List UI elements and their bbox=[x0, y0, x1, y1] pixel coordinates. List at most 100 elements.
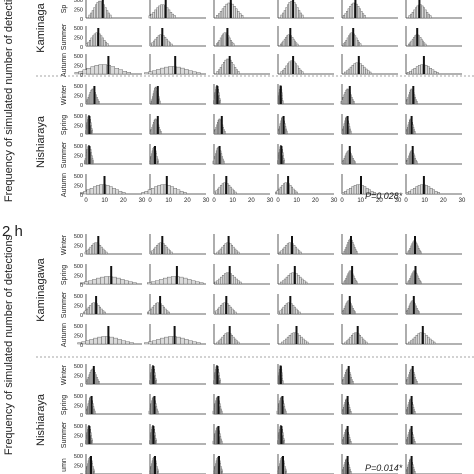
histogram-panel-top-2-1 bbox=[144, 54, 206, 75]
histogram-bar bbox=[290, 0, 293, 19]
histogram-bar bbox=[285, 338, 288, 345]
histogram-panel-bottom-6-0: 500 250 0 bbox=[74, 424, 142, 449]
histogram-bar bbox=[92, 279, 97, 285]
histogram-bar bbox=[93, 33, 96, 47]
y-tick-label: 250 bbox=[74, 124, 83, 130]
histogram-bar bbox=[285, 276, 289, 285]
histogram-bar bbox=[347, 338, 350, 345]
histogram-bar bbox=[152, 40, 155, 47]
histogram-panel-top-3-0: 500 250 0 bbox=[74, 84, 142, 109]
x-tick-label: 30 bbox=[395, 198, 402, 204]
histogram-bar bbox=[92, 160, 94, 165]
histogram-bar bbox=[156, 7, 159, 19]
histogram-bar bbox=[283, 340, 286, 345]
histogram-panel-bottom-0-4 bbox=[341, 234, 398, 255]
observed-bar bbox=[410, 426, 413, 444]
histogram-bar bbox=[413, 9, 416, 19]
season-label-bottom-2: Summer bbox=[61, 291, 68, 318]
histogram-bar bbox=[141, 192, 146, 195]
observed-bar bbox=[279, 366, 282, 384]
histogram-bar bbox=[224, 243, 227, 255]
observed-bar bbox=[412, 86, 415, 104]
histogram-bar bbox=[352, 333, 355, 345]
histogram-bar bbox=[182, 277, 188, 285]
histogram-bar bbox=[219, 100, 221, 105]
histogram-panel-top-6-4: 0 10 20 30 bbox=[340, 174, 402, 204]
histogram-bar bbox=[91, 440, 93, 445]
histogram-bar bbox=[283, 440, 285, 445]
histogram-bar bbox=[168, 66, 173, 75]
histogram-bar bbox=[290, 60, 293, 75]
histogram-bar bbox=[216, 251, 219, 255]
histogram-bar bbox=[231, 3, 234, 19]
x-tick-label: 0 bbox=[276, 198, 280, 204]
histogram-bar bbox=[124, 280, 129, 285]
histogram-bar bbox=[92, 186, 97, 195]
histogram-bar bbox=[128, 281, 133, 285]
histogram-bar bbox=[427, 336, 430, 345]
histogram-bar bbox=[235, 340, 238, 345]
histogram-panel-top-4-4 bbox=[341, 114, 398, 135]
histogram-bar bbox=[166, 310, 169, 315]
histogram-bar bbox=[411, 69, 415, 75]
histogram-bar bbox=[215, 190, 218, 195]
y-tick-label: 500 bbox=[74, 0, 83, 4]
histogram-bar bbox=[420, 281, 422, 285]
histogram-bar bbox=[220, 410, 223, 415]
x-tick-label: 30 bbox=[267, 198, 274, 204]
histogram-bar bbox=[94, 242, 97, 255]
histogram-bar bbox=[99, 244, 102, 255]
histogram-bar bbox=[170, 251, 173, 255]
histogram-bar bbox=[151, 306, 154, 315]
histogram-bar bbox=[158, 5, 161, 19]
histogram-panel-top-0-0: 500 250 0 bbox=[74, 0, 142, 23]
histogram-bar bbox=[220, 440, 223, 445]
histogram-bar bbox=[421, 5, 424, 19]
histogram-bar bbox=[154, 186, 158, 195]
histogram-bar bbox=[285, 7, 288, 19]
histogram-bar bbox=[416, 381, 418, 385]
histogram-bar bbox=[350, 3, 353, 19]
histogram-bar bbox=[231, 308, 234, 315]
histogram-bar bbox=[157, 243, 160, 255]
histogram-bar bbox=[351, 186, 355, 195]
histogram-bar bbox=[405, 192, 409, 195]
histogram-bar bbox=[354, 161, 356, 165]
histogram-bar bbox=[196, 342, 201, 345]
observed-bar bbox=[161, 236, 164, 254]
histogram-bar bbox=[302, 338, 305, 345]
histogram-bar bbox=[148, 15, 151, 19]
histogram-panel-top-4-0: 500 250 0 bbox=[74, 114, 142, 139]
histogram-bar bbox=[99, 0, 102, 19]
y-tick-label: 500 bbox=[74, 294, 83, 300]
histogram-bar bbox=[225, 272, 229, 285]
x-tick-label: 30 bbox=[139, 198, 146, 204]
histogram-bar bbox=[92, 302, 95, 315]
histogram-bar bbox=[216, 308, 219, 315]
histogram-bar bbox=[279, 186, 282, 195]
histogram-bar bbox=[167, 9, 171, 19]
histogram-bar bbox=[349, 66, 353, 75]
histogram-bar bbox=[186, 279, 192, 285]
observed-bar bbox=[173, 326, 176, 344]
histogram-bar bbox=[360, 11, 363, 19]
histogram-bar bbox=[215, 310, 218, 315]
histogram-bar bbox=[96, 2, 99, 19]
observed-bar bbox=[416, 28, 419, 46]
histogram-bar bbox=[281, 184, 284, 195]
histogram-bar bbox=[410, 340, 413, 345]
histogram-panel-bottom-4-5 bbox=[405, 364, 462, 385]
histogram-bar bbox=[90, 37, 93, 47]
river-label-top-1: Nishiaraya bbox=[35, 115, 47, 168]
observed-bar bbox=[228, 56, 231, 74]
histogram-panel-bottom-5-5 bbox=[405, 394, 462, 415]
histogram-bar bbox=[237, 11, 240, 19]
histogram-bar bbox=[299, 276, 302, 285]
histogram-bar bbox=[229, 186, 232, 195]
histogram-bar bbox=[152, 70, 157, 75]
histogram-bar bbox=[95, 32, 98, 47]
histogram-bar bbox=[363, 66, 366, 75]
histogram-bar bbox=[419, 332, 422, 345]
histogram-panel-bottom-3-1 bbox=[144, 324, 206, 345]
